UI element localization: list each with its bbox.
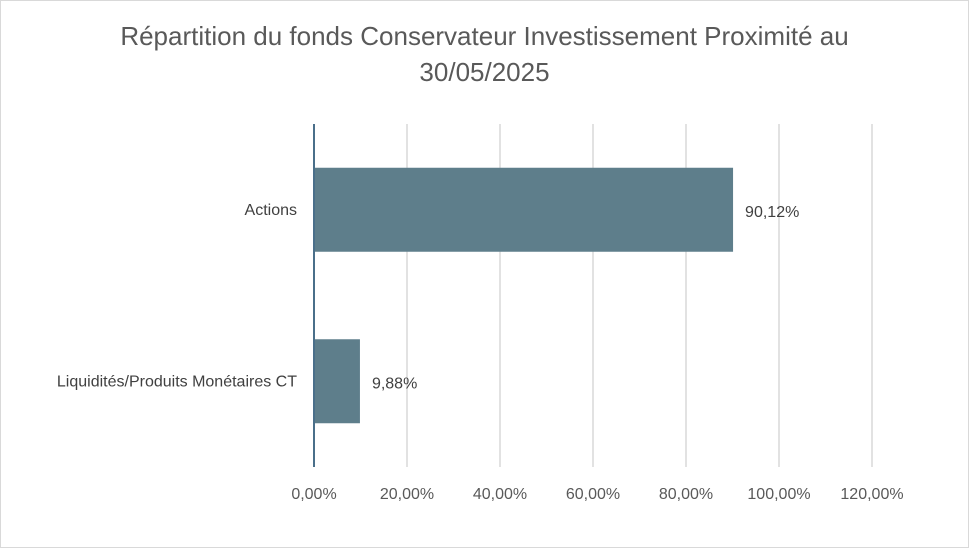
chart-title-line-1: Répartition du fonds Conservateur Invest… <box>120 21 849 51</box>
x-tick-label: 100,00% <box>747 486 810 503</box>
bar <box>314 339 360 424</box>
x-tick-label: 20,00% <box>380 486 434 503</box>
x-tick-label: 80,00% <box>659 486 713 503</box>
chart-title: Répartition du fonds Conservateur Invest… <box>0 18 969 90</box>
x-tick-label: 120,00% <box>840 486 903 503</box>
bar <box>314 167 734 252</box>
x-tick-label: 60,00% <box>566 486 620 503</box>
chart-title-line-2: 30/05/2025 <box>419 57 550 87</box>
data-label: 90,12% <box>745 204 799 221</box>
x-tick-label: 0,00% <box>291 486 336 503</box>
category-label: Liquidités/Produits Monétaires CT <box>57 373 297 390</box>
category-label: Actions <box>245 202 297 219</box>
data-label: 9,88% <box>372 375 417 392</box>
x-tick-label: 40,00% <box>473 486 527 503</box>
